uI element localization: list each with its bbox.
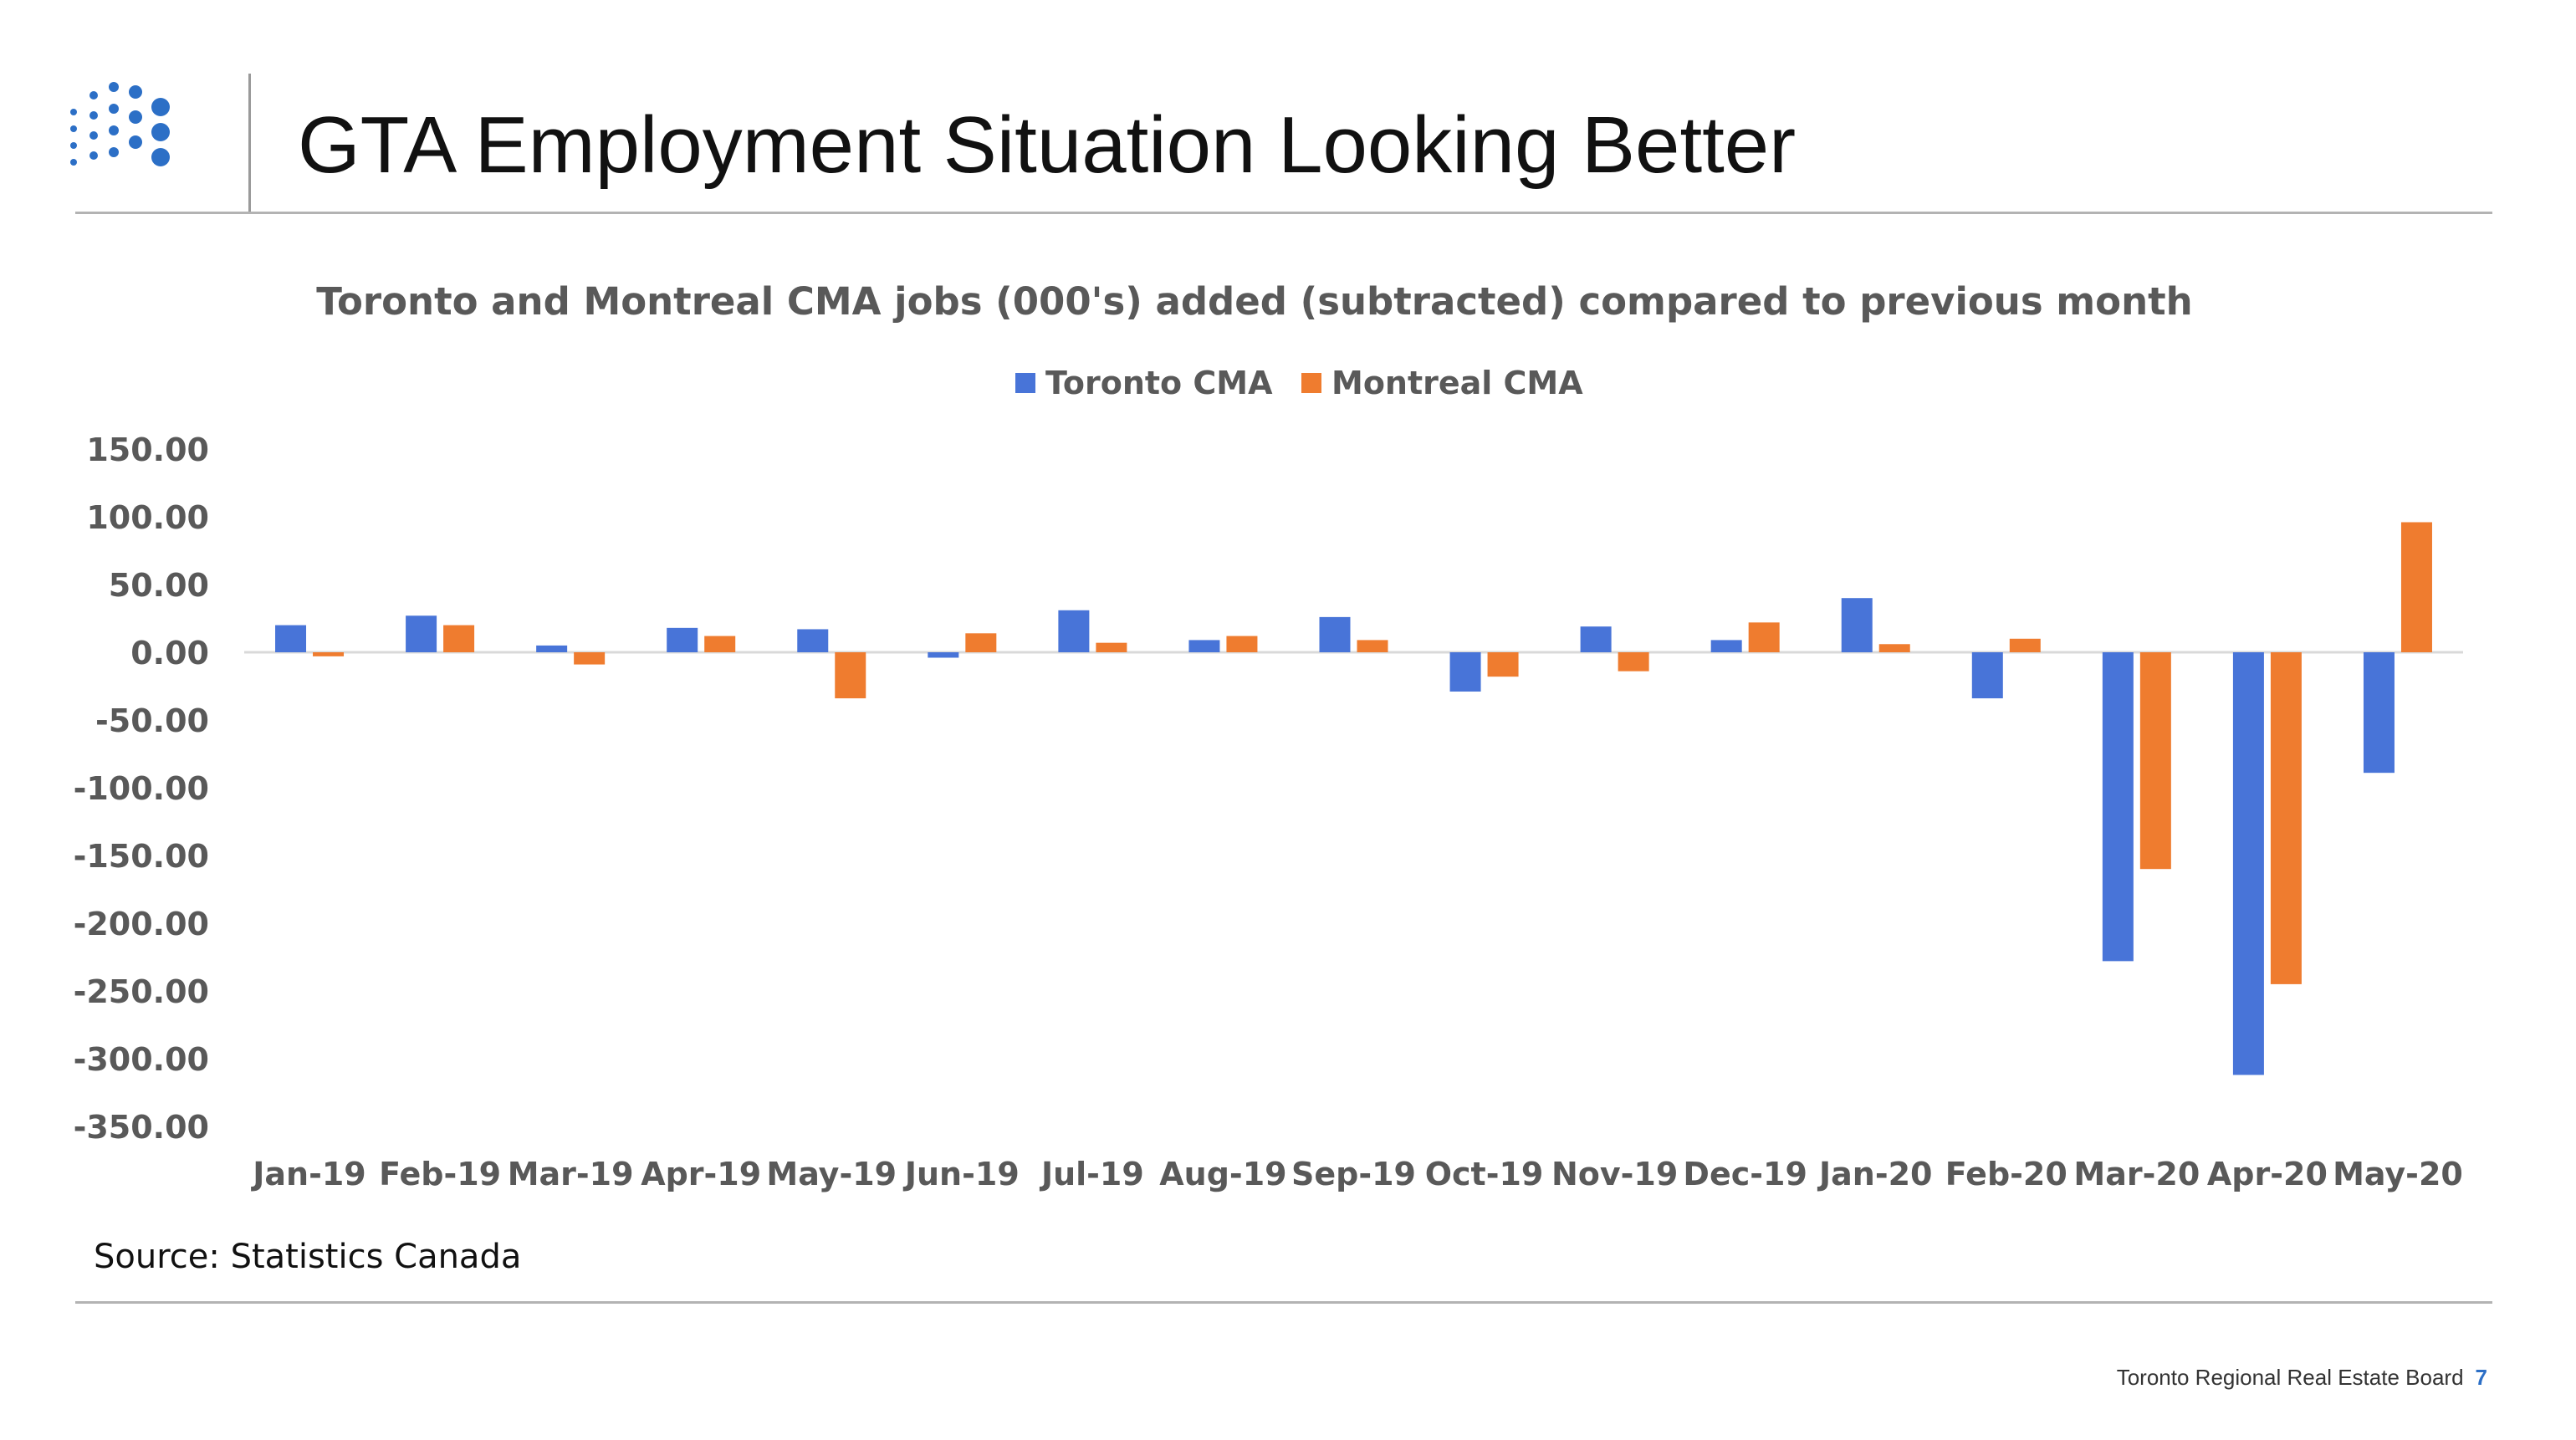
- y-tick-label: 0.00: [130, 635, 209, 671]
- bar-montreal-jun-19: [965, 633, 997, 652]
- bar-toronto-mar-19: [536, 645, 568, 652]
- y-tick-label: -300.00: [74, 1041, 209, 1078]
- x-tick-label: Oct-19: [1425, 1156, 1544, 1192]
- x-tick-label: Apr-19: [641, 1156, 761, 1192]
- y-tick-label: -100.00: [74, 770, 209, 807]
- footer-text: Toronto Regional Real Estate Board: [2116, 1365, 2464, 1390]
- bar-montreal-aug-19: [1226, 636, 1258, 652]
- x-tick-label: May-19: [766, 1156, 897, 1192]
- source-note: Source: Statistics Canada: [94, 1238, 522, 1276]
- bar-montreal-jul-19: [1096, 642, 1127, 652]
- bar-montreal-oct-19: [1487, 652, 1519, 677]
- y-tick-label: -50.00: [95, 702, 209, 739]
- bar-montreal-apr-20: [2270, 652, 2302, 984]
- x-tick-label: Feb-19: [379, 1156, 501, 1192]
- x-tick-label: Jan-20: [1817, 1156, 1933, 1192]
- bar-montreal-dec-19: [1748, 622, 1780, 652]
- bar-montreal-may-19: [835, 652, 866, 699]
- bar-montreal-feb-20: [2009, 638, 2041, 652]
- bar-montreal-apr-19: [704, 636, 736, 652]
- footer: Toronto Regional Real Estate Board 7: [2117, 1365, 2487, 1391]
- x-tick-label: Feb-20: [1945, 1156, 2067, 1192]
- x-tick-label: Jun-19: [902, 1156, 1020, 1192]
- bar-toronto-mar-20: [2102, 652, 2134, 962]
- x-axis: Jan-19 Feb-19 Mar-19 Apr-19 May-19 Jun-19 Jul-…: [250, 1156, 2463, 1192]
- x-tick-label: Aug-19: [1159, 1156, 1286, 1192]
- chart-legend: Toronto CMA Montreal CMA: [1015, 365, 1583, 401]
- page-number: 7: [2475, 1365, 2487, 1390]
- bar-montreal-may-20: [2400, 522, 2432, 652]
- bar-toronto-apr-20: [2232, 652, 2264, 1075]
- x-tick-label: Jan-19: [250, 1156, 366, 1192]
- bar-toronto-dec-19: [1710, 640, 1742, 652]
- chart-title: Toronto and Montreal CMA jobs (000's) ad…: [316, 279, 2192, 324]
- x-tick-label: Dec-19: [1683, 1156, 1807, 1192]
- page-title: GTA Employment Situation Looking Better: [298, 100, 1797, 190]
- y-axis: 150.00 100.00 50.00 0.00 -50.00 -100.00 -150.0…: [74, 431, 209, 1146]
- bar-montreal-sep-19: [1357, 640, 1388, 652]
- y-tick-label: -250.00: [74, 973, 209, 1010]
- y-tick-label: 150.00: [86, 431, 209, 468]
- bar-montreal-mar-20: [2139, 652, 2171, 870]
- y-tick-label: -150.00: [74, 838, 209, 875]
- bar-toronto-jan-19: [275, 625, 307, 652]
- bar-montreal-feb-19: [443, 625, 475, 652]
- footer-rule: [75, 1301, 2492, 1304]
- bar-montreal-mar-19: [574, 652, 606, 665]
- logo-icon: [70, 82, 170, 166]
- x-tick-label: Jul-19: [1039, 1156, 1144, 1192]
- bar-toronto-nov-19: [1580, 626, 1612, 652]
- y-tick-label: -200.00: [74, 906, 209, 942]
- bar-toronto-jul-19: [1058, 610, 1090, 652]
- bar-toronto-oct-19: [1449, 652, 1481, 692]
- x-tick-label: May-20: [2333, 1156, 2463, 1192]
- bar-toronto-jan-20: [1841, 598, 1873, 652]
- legend-label-montreal: Montreal CMA: [1331, 365, 1583, 401]
- title-divider: [248, 74, 251, 212]
- legend-swatch-montreal: [1301, 373, 1321, 393]
- bar-toronto-may-19: [797, 629, 829, 652]
- bar-montreal-nov-19: [1618, 652, 1649, 671]
- y-tick-label: 50.00: [109, 567, 209, 604]
- x-tick-label: Mar-20: [2073, 1156, 2200, 1192]
- legend-swatch-toronto: [1015, 373, 1035, 393]
- x-tick-label: Mar-19: [508, 1156, 634, 1192]
- bar-montreal-jan-20: [1878, 644, 1910, 652]
- bar-chart: Toronto and Montreal CMA jobs (000's) ad…: [74, 279, 2463, 1192]
- bar-series: [275, 522, 2432, 1075]
- y-tick-label: 100.00: [86, 499, 209, 536]
- x-tick-label: Nov-19: [1551, 1156, 1678, 1192]
- bar-toronto-feb-19: [406, 615, 437, 652]
- bar-toronto-feb-20: [1971, 652, 2003, 699]
- bar-toronto-sep-19: [1319, 616, 1351, 652]
- x-tick-label: Sep-19: [1291, 1156, 1416, 1192]
- bar-toronto-aug-19: [1188, 640, 1220, 652]
- x-tick-label: Apr-20: [2207, 1156, 2328, 1192]
- bar-toronto-may-20: [2363, 652, 2395, 774]
- bar-toronto-jun-19: [928, 652, 959, 658]
- bar-montreal-jan-19: [313, 652, 345, 656]
- y-tick-label: -350.00: [74, 1109, 209, 1146]
- header-rule: [75, 212, 2492, 214]
- legend-label-toronto: Toronto CMA: [1045, 365, 1273, 401]
- bar-toronto-apr-19: [667, 627, 698, 652]
